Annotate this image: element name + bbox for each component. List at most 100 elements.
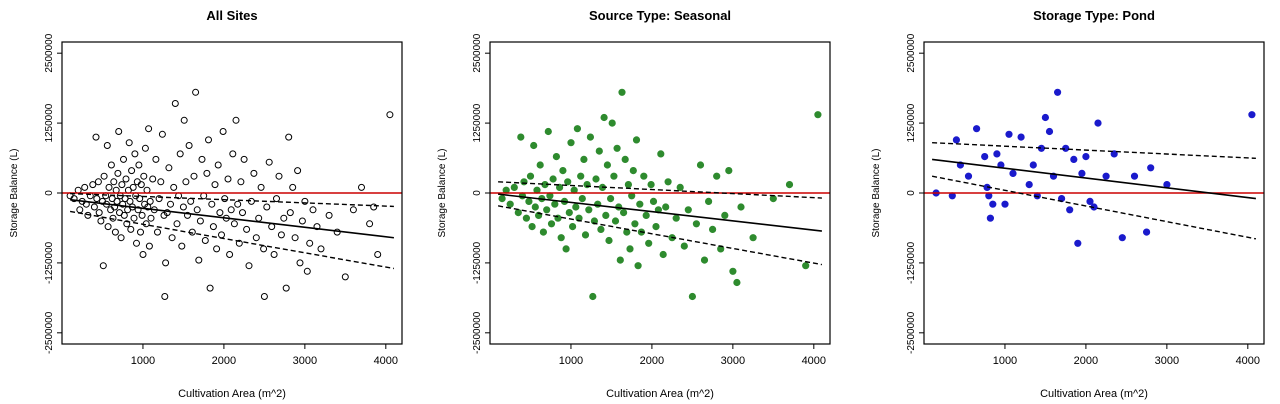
data-point — [134, 206, 142, 214]
data-point — [298, 217, 306, 225]
data-point — [1086, 197, 1094, 205]
data-point — [595, 147, 603, 155]
data-point — [567, 139, 575, 147]
y-tick-label: 1250000 — [44, 103, 55, 142]
data-point — [158, 130, 166, 138]
data-point — [263, 203, 271, 211]
data-point — [93, 195, 101, 203]
data-point — [1066, 206, 1074, 214]
data-point — [154, 228, 161, 236]
data-point — [90, 203, 98, 211]
data-point — [270, 251, 278, 258]
fit-lines-group — [931, 141, 1257, 240]
y-axis-label: Storage Balance (L) — [9, 149, 20, 238]
data-point — [589, 292, 597, 301]
data-point — [192, 88, 200, 96]
data-point — [366, 220, 374, 228]
x-tick-label: 2000 — [212, 355, 236, 367]
data-point — [631, 220, 639, 228]
data-point — [131, 150, 139, 158]
data-point — [618, 88, 626, 96]
data-point — [964, 172, 973, 180]
data-point — [216, 209, 224, 217]
data-point — [642, 211, 650, 219]
data-point — [129, 183, 137, 191]
data-point — [1005, 130, 1013, 138]
data-point — [141, 144, 149, 152]
data-point — [1070, 155, 1078, 163]
data-point — [374, 251, 382, 258]
data-point — [221, 195, 229, 203]
data-point — [981, 153, 989, 161]
data-point — [564, 178, 572, 186]
confidence-lower-line — [497, 205, 823, 266]
data-point — [240, 155, 248, 163]
data-point — [708, 225, 717, 233]
data-point — [309, 206, 317, 214]
data-point — [144, 203, 152, 211]
data-point — [119, 200, 127, 208]
data-point — [190, 172, 198, 180]
data-point — [510, 183, 518, 191]
data-point — [275, 172, 283, 180]
data-point — [152, 155, 160, 163]
data-point — [113, 197, 121, 205]
data-point — [196, 217, 204, 225]
data-point — [341, 273, 349, 281]
chart-title: Storage Type: Pond — [1033, 8, 1155, 23]
data-point — [234, 200, 242, 208]
data-point — [317, 245, 325, 253]
x-tick-label: 3000 — [293, 355, 317, 367]
data-point — [721, 211, 729, 219]
data-point — [543, 206, 551, 214]
data-point — [94, 178, 102, 186]
x-tick-label: 4000 — [1236, 355, 1260, 367]
data-point — [684, 206, 692, 214]
data-point — [645, 239, 653, 247]
x-axis-label: Cultivation Area (m^2) — [606, 388, 714, 400]
data-point — [552, 153, 561, 161]
data-point — [1118, 234, 1126, 242]
y-axis-label: Storage Balance (L) — [871, 149, 882, 238]
data-point — [1102, 172, 1110, 180]
data-point — [549, 175, 557, 183]
data-point — [294, 167, 302, 175]
data-point — [993, 150, 1001, 158]
data-point — [232, 116, 240, 124]
data-point — [229, 150, 237, 158]
data-point — [611, 217, 620, 225]
data-point — [145, 242, 153, 250]
regression-line — [498, 193, 822, 232]
data-point — [155, 195, 163, 203]
data-point — [725, 167, 733, 175]
data-point — [126, 197, 134, 205]
data-point — [688, 292, 697, 301]
data-point — [704, 197, 713, 205]
data-point — [1074, 239, 1082, 247]
y-tick-label: -1250000 — [44, 241, 55, 284]
data-point — [562, 245, 570, 253]
data-point — [133, 239, 140, 247]
data-point — [237, 178, 245, 186]
data-point — [140, 172, 148, 180]
data-point — [619, 209, 628, 217]
y-tick-label: 1250000 — [472, 103, 483, 142]
data-point — [187, 197, 195, 205]
data-point — [203, 169, 211, 177]
data-point — [268, 223, 276, 231]
data-point — [1009, 169, 1017, 177]
data-point — [616, 256, 624, 264]
data-point — [664, 178, 672, 186]
data-point — [127, 225, 135, 233]
points-group — [66, 88, 394, 300]
data-point — [498, 195, 506, 203]
data-point — [602, 211, 610, 219]
data-point — [120, 211, 128, 219]
data-point — [235, 239, 243, 247]
data-point — [291, 234, 299, 242]
x-tick-label: 1000 — [559, 355, 583, 367]
data-point — [531, 203, 539, 211]
data-point — [608, 119, 616, 127]
fit-lines-group — [69, 192, 395, 270]
x-axis-label: Cultivation Area (m^2) — [178, 388, 286, 400]
